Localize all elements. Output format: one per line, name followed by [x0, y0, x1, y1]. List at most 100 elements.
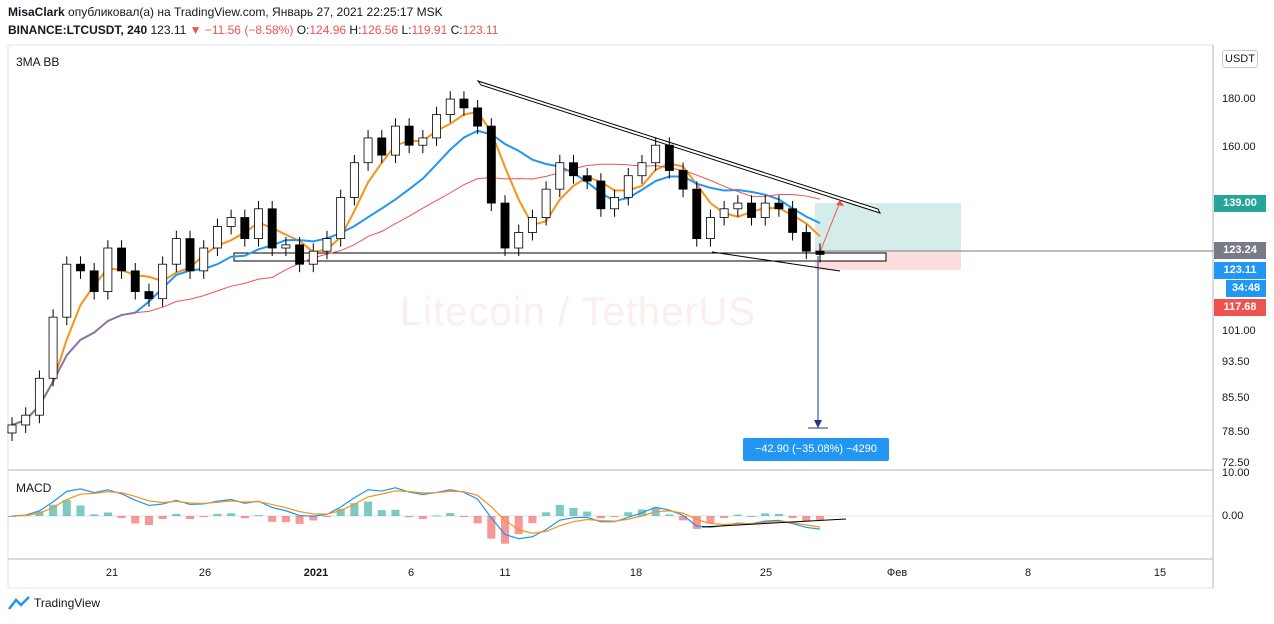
currency-button[interactable]: USDT	[1222, 50, 1258, 68]
candle-body	[747, 202, 756, 218]
candle-body	[377, 137, 387, 156]
candle-body	[212, 226, 222, 249]
tradingview-footer[interactable]: TradingView	[8, 596, 100, 610]
candle-body	[418, 137, 428, 146]
macd-histogram-bar	[692, 516, 701, 529]
symbol-label: BINANCE:LTCUSDT, 240	[8, 23, 148, 37]
candle-body	[527, 217, 537, 233]
ohlc-c-label: C:	[450, 23, 463, 37]
candle-body	[774, 202, 784, 210]
macd-histogram-bar	[377, 510, 386, 516]
long-position-profit-zone	[815, 203, 961, 251]
candle-body	[48, 316, 58, 379]
macd-histogram-bar	[254, 515, 263, 517]
x-tick: 26	[198, 567, 212, 579]
candle-body	[21, 414, 31, 426]
published-text: опубликовал(а) на TradingView.com, Январ…	[68, 5, 443, 19]
macd-histogram-bar	[281, 516, 290, 523]
macd-histogram-bar	[802, 516, 811, 521]
candle-body	[322, 238, 332, 252]
x-tick: 11	[499, 567, 511, 579]
macd-histogram-bar	[90, 514, 99, 516]
candle-body	[432, 114, 441, 139]
candle-body	[459, 98, 469, 109]
candle-body	[144, 291, 154, 300]
projection-arrow	[836, 200, 844, 206]
x-tick: 18	[629, 567, 643, 579]
candle-body	[760, 202, 770, 218]
moving-averages	[11, 110, 821, 426]
macd-trendline	[701, 518, 847, 528]
macd-histogram-bar	[76, 505, 85, 516]
candle-body	[664, 144, 674, 171]
macd-histogram-bar	[336, 508, 345, 516]
macd-histogram-bar	[172, 513, 181, 516]
author-name[interactable]: MisaClark	[8, 5, 65, 19]
x-tick: 15	[1153, 567, 1167, 579]
macd-histogram-bar	[185, 516, 195, 520]
macd-histogram-bar	[774, 513, 783, 516]
macd-histogram-bar	[500, 516, 510, 544]
candle-body	[89, 270, 99, 292]
x-tick: 8	[1024, 567, 1032, 579]
candle-body	[801, 232, 811, 252]
macd-histogram-bar	[391, 509, 400, 516]
candle-body	[445, 98, 455, 116]
y-tick: 93.50	[1222, 356, 1250, 368]
y-tick: 72.50	[1222, 457, 1250, 469]
candles	[7, 91, 825, 441]
candle-body	[637, 162, 647, 177]
candle-body	[678, 170, 688, 190]
macd-histogram-bar	[665, 514, 674, 516]
macd-histogram-bar	[418, 516, 427, 519]
macd-histogram-bar	[446, 513, 455, 516]
candle-body	[76, 263, 85, 272]
candle-body	[569, 162, 578, 177]
target-price-badge: 139.00	[1214, 195, 1266, 212]
macd-histogram-bar	[459, 516, 468, 518]
macd-histogram-bar	[322, 516, 332, 517]
brand-label: TradingView	[34, 596, 101, 610]
macd-histogram-bar	[624, 512, 633, 516]
candle-body	[34, 377, 44, 416]
macd-histogram-bar	[528, 516, 537, 524]
y-tick: 78.50	[1222, 426, 1250, 438]
last-close-badge: 123.24	[1214, 242, 1266, 259]
candle-body	[226, 217, 236, 227]
candle-body	[363, 137, 373, 164]
macd-histogram-bar	[487, 516, 496, 539]
candle-body	[62, 263, 72, 318]
x-tick: 21	[105, 567, 119, 579]
ohlc-h-label: H:	[349, 23, 362, 37]
measure-arrow	[814, 420, 822, 428]
candle-body	[336, 197, 346, 240]
candle-body	[706, 217, 715, 240]
y-tick: 160.00	[1222, 141, 1256, 153]
candle-body	[117, 247, 126, 272]
current-price-badge: 123.11	[1214, 262, 1266, 279]
candle-body	[158, 263, 168, 300]
candle-body	[295, 244, 305, 265]
x-tick: 25	[759, 567, 773, 579]
candle-body	[651, 144, 661, 164]
macd-signal-line	[11, 490, 821, 534]
candle-body	[171, 238, 181, 265]
macd-histogram-bar	[706, 516, 715, 524]
candle-body	[486, 125, 496, 204]
candle-body	[473, 107, 483, 127]
measure-label[interactable]: −42.90 (−35.08%) −4290	[743, 438, 889, 461]
macd-histogram-bar	[295, 516, 304, 524]
candle-body	[308, 250, 318, 265]
macd-histogram-bar	[49, 504, 58, 516]
symbol-info: BINANCE:LTCUSDT, 240 123.11 ▼ −11.56 (−8…	[8, 23, 498, 37]
candle-body	[555, 162, 565, 190]
candle-body	[733, 202, 743, 210]
macd-histogram-bar	[596, 516, 605, 519]
macd-histogram-bar	[583, 511, 592, 516]
macd-histogram-bar	[268, 516, 277, 522]
macd-label[interactable]: MACD	[16, 481, 52, 495]
indicator-label[interactable]: 3MA BB	[16, 55, 60, 69]
candle-body	[541, 188, 551, 218]
candle-body	[500, 202, 510, 249]
